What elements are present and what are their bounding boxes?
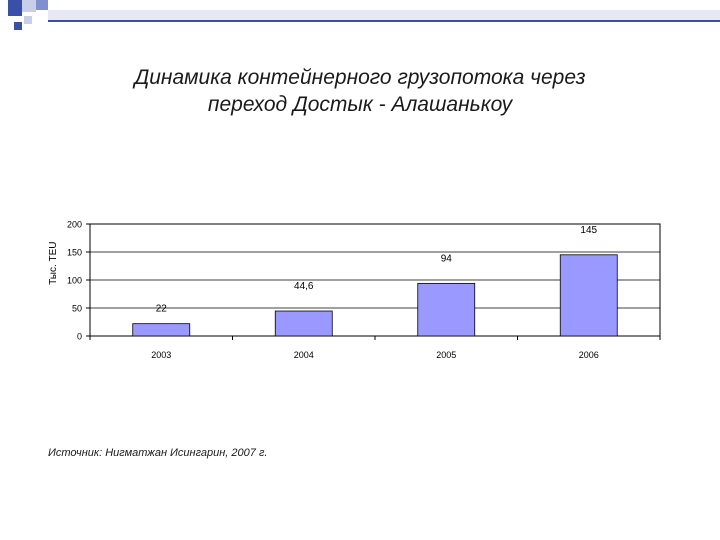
slide-title: Динамика контейнерного грузопотока через… bbox=[40, 64, 680, 118]
data-label-2005: 94 bbox=[441, 253, 453, 264]
y-tick-label: 100 bbox=[67, 276, 82, 286]
deco-square-dark bbox=[8, 0, 22, 16]
data-label-2006: 145 bbox=[580, 225, 597, 236]
bar-2006 bbox=[559, 254, 618, 337]
y-tick-label: 0 bbox=[77, 332, 82, 342]
deco-square-light bbox=[22, 0, 36, 12]
y-tick-label: 200 bbox=[67, 220, 82, 230]
bar-2003 bbox=[132, 323, 191, 337]
bar-2005 bbox=[417, 282, 476, 337]
bar-2004 bbox=[274, 310, 333, 337]
y-tick-label: 50 bbox=[72, 304, 82, 314]
deco-square-small-light bbox=[24, 16, 32, 24]
y-axis-label: Тыс. TEU bbox=[48, 241, 59, 284]
deco-square-small bbox=[14, 22, 22, 30]
x-tick-label-2004: 2004 bbox=[294, 350, 314, 360]
x-tick-label-2005: 2005 bbox=[436, 350, 456, 360]
bar-chart: 0 50 100 150 200 Тыс. TEU 22 2003 44,6 2004 94 2005… bbox=[48, 220, 661, 360]
header-decoration bbox=[8, 0, 720, 30]
data-label-2003: 22 bbox=[156, 304, 168, 315]
deco-square-mid bbox=[36, 0, 48, 10]
data-label-2004: 44,6 bbox=[294, 281, 314, 292]
x-tick-label-2006: 2006 bbox=[579, 350, 599, 360]
source-note: Источник: Нигматжан Исингарин, 2007 г. bbox=[48, 447, 268, 459]
title-line-2: переход Достык - Алашанькоу bbox=[207, 93, 513, 116]
y-tick-label: 150 bbox=[67, 248, 82, 258]
x-tick-label-2003: 2003 bbox=[151, 350, 171, 360]
title-line-1: Динамика контейнерного грузопотока через bbox=[134, 66, 586, 89]
deco-checker-bar bbox=[48, 10, 720, 22]
